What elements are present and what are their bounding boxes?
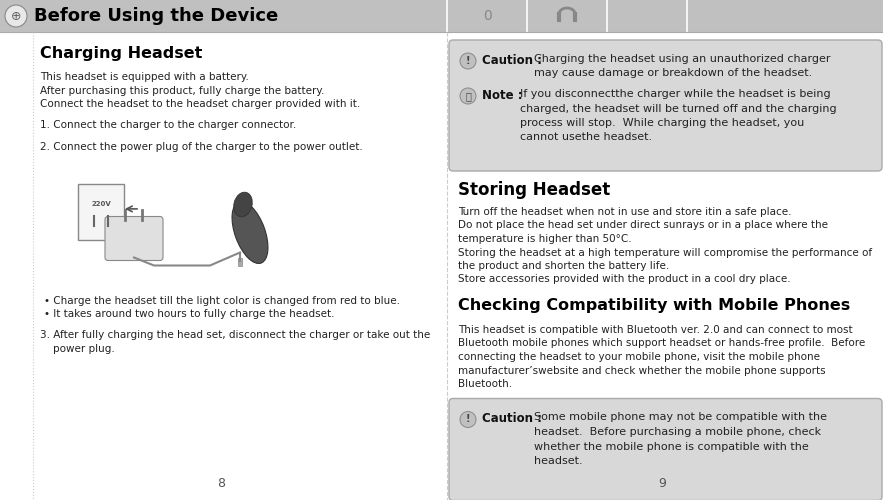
Text: This headset is compatible with Bluetooth ver. 2.0 and can connect to most: This headset is compatible with Bluetoot…	[458, 325, 853, 335]
Text: ⊕: ⊕	[11, 10, 21, 22]
FancyBboxPatch shape	[449, 398, 882, 500]
Text: may cause damage or breakdown of the headset.: may cause damage or breakdown of the hea…	[534, 68, 812, 78]
Bar	[238, 258, 242, 266]
Ellipse shape	[232, 202, 268, 264]
Text: If you disconnectthe charger while the headset is being: If you disconnectthe charger while the h…	[520, 89, 831, 99]
Text: Caution :: Caution :	[482, 412, 542, 426]
Text: Charging the headset using an unauthorized charger: Charging the headset using an unauthoriz…	[534, 54, 831, 64]
Bar	[0, 0, 883, 32]
Text: 1. Connect the charger to the charger connector.: 1. Connect the charger to the charger co…	[40, 120, 297, 130]
Text: 9: 9	[659, 477, 666, 490]
Text: • It takes around two hours to fully charge the headset.: • It takes around two hours to fully cha…	[44, 309, 335, 319]
Circle shape	[460, 412, 476, 428]
Text: 2. Connect the power plug of the charger to the power outlet.: 2. Connect the power plug of the charger…	[40, 142, 363, 152]
Text: process will stop.  While charging the headset, you: process will stop. While charging the he…	[520, 118, 804, 128]
Text: Storing Headset: Storing Headset	[458, 181, 610, 199]
Text: Bluetooth mobile phones which support headset or hands-free profile.  Before: Bluetooth mobile phones which support he…	[458, 338, 865, 348]
Text: Caution :: Caution :	[482, 54, 542, 67]
Text: charged, the headset will be turned off and the charging: charged, the headset will be turned off …	[520, 104, 836, 114]
Text: After purchasing this product, fully charge the battery.: After purchasing this product, fully cha…	[40, 86, 324, 96]
Text: Connect the headset to the headset charger provided with it.: Connect the headset to the headset charg…	[40, 99, 360, 109]
Text: whether the mobile phone is compatible with the: whether the mobile phone is compatible w…	[534, 442, 809, 452]
Text: Charging Headset: Charging Headset	[40, 46, 202, 61]
Text: !: !	[465, 414, 471, 424]
Text: Do not place the head set under direct sunrays or in a place where the: Do not place the head set under direct s…	[458, 220, 828, 230]
FancyBboxPatch shape	[105, 216, 163, 260]
Text: 3. After fully charging the head set, disconnect the charger or take out the: 3. After fully charging the head set, di…	[40, 330, 430, 340]
Text: cannot usethe headset.: cannot usethe headset.	[520, 132, 653, 142]
Text: Bluetooth.: Bluetooth.	[458, 379, 512, 389]
Text: !: !	[465, 56, 471, 66]
Circle shape	[460, 88, 476, 104]
FancyBboxPatch shape	[78, 184, 124, 240]
Ellipse shape	[234, 192, 253, 217]
Text: Turn off the headset when not in use and store itin a safe place.: Turn off the headset when not in use and…	[458, 207, 791, 217]
Text: 220V: 220V	[91, 200, 111, 206]
FancyBboxPatch shape	[449, 40, 882, 171]
Text: the product and shorten the battery life.: the product and shorten the battery life…	[458, 261, 669, 271]
Text: This headset is equipped with a battery.: This headset is equipped with a battery.	[40, 72, 249, 82]
Text: headset.  Before purchasing a mobile phone, check: headset. Before purchasing a mobile phon…	[534, 427, 821, 437]
Text: Checking Compatibility with Mobile Phones: Checking Compatibility with Mobile Phone…	[458, 298, 850, 313]
Text: connecting the headset to your mobile phone, visit the mobile phone: connecting the headset to your mobile ph…	[458, 352, 820, 362]
Text: 🎓: 🎓	[465, 91, 471, 101]
Text: Some mobile phone may not be compatible with the: Some mobile phone may not be compatible …	[534, 412, 827, 422]
Text: headset.: headset.	[534, 456, 583, 466]
Text: Store accessories provided with the product in a cool dry place.: Store accessories provided with the prod…	[458, 274, 790, 284]
Text: power plug.: power plug.	[40, 344, 115, 354]
Text: Before Using the Device: Before Using the Device	[34, 7, 278, 25]
Text: Note :: Note :	[482, 89, 523, 102]
Text: 8: 8	[216, 477, 225, 490]
Text: temperature is higher than 50°C.: temperature is higher than 50°C.	[458, 234, 631, 244]
Text: 0: 0	[483, 9, 491, 23]
Text: • Charge the headset till the light color is changed from red to blue.: • Charge the headset till the light colo…	[44, 296, 400, 306]
Circle shape	[5, 5, 27, 27]
Text: Storing the headset at a high temperature will compromise the performance of: Storing the headset at a high temperatur…	[458, 248, 872, 258]
Circle shape	[460, 53, 476, 69]
Text: manufacturer’swebsite and check whether the mobile phone supports: manufacturer’swebsite and check whether …	[458, 366, 826, 376]
